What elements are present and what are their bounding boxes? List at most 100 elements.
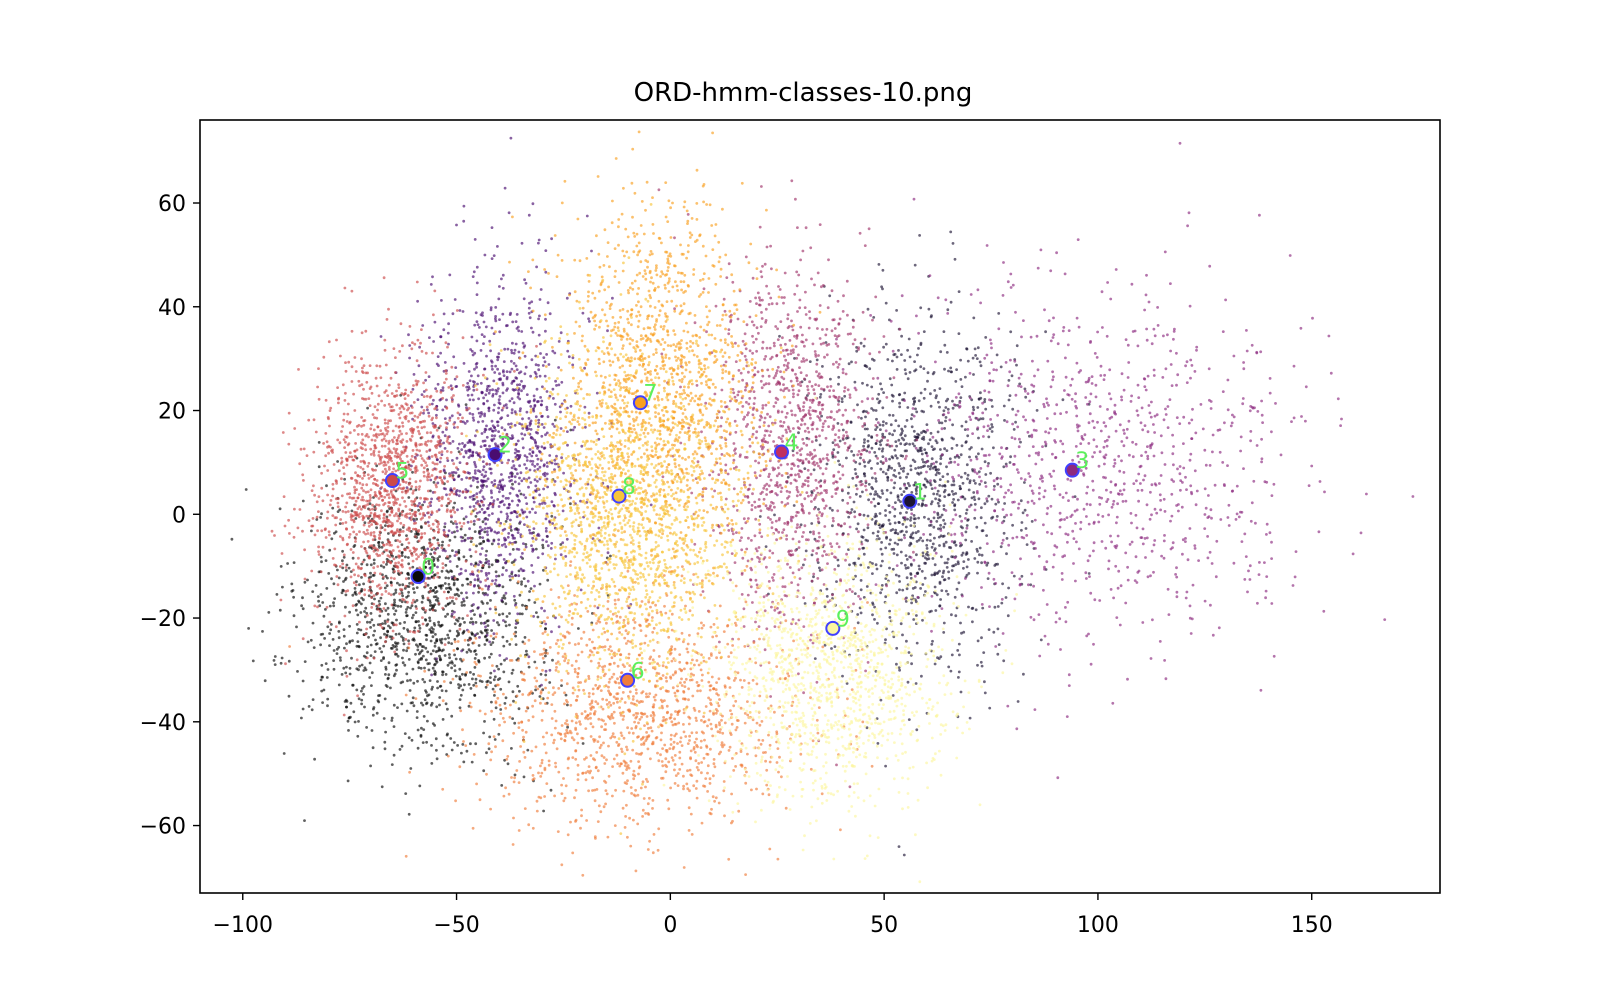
data-point [502, 370, 505, 374]
data-point [949, 366, 953, 370]
data-point [548, 668, 552, 672]
data-point [525, 455, 529, 459]
data-point [454, 550, 458, 554]
data-point [390, 716, 394, 720]
data-point [876, 421, 880, 424]
data-point [1109, 480, 1113, 484]
data-point [1032, 618, 1036, 622]
data-point [504, 696, 508, 700]
data-point [553, 351, 557, 355]
data-point [311, 698, 315, 701]
data-point [428, 616, 431, 620]
data-point [888, 413, 891, 417]
data-point [802, 563, 805, 567]
data-point [813, 657, 817, 660]
data-point [998, 452, 1002, 456]
data-point [546, 415, 550, 419]
data-point [347, 566, 351, 570]
data-point [1087, 421, 1091, 425]
data-point [980, 664, 984, 668]
data-point [1170, 514, 1174, 518]
data-point [443, 361, 447, 364]
data-point [864, 415, 867, 419]
data-point [471, 453, 475, 457]
data-point [481, 460, 485, 463]
data-point [841, 473, 845, 477]
data-point [893, 507, 897, 511]
data-point [911, 442, 915, 446]
data-point [525, 502, 529, 505]
data-point [955, 587, 959, 591]
data-point [506, 515, 510, 518]
data-point [1044, 442, 1048, 446]
data-point [366, 645, 369, 648]
data-point [1039, 638, 1043, 642]
data-point [450, 642, 453, 645]
data-point [891, 433, 894, 437]
data-point [345, 665, 348, 669]
data-point [820, 414, 823, 418]
data-point [945, 449, 949, 452]
data-point [934, 468, 938, 472]
data-point [340, 591, 344, 595]
data-point [485, 354, 488, 358]
data-point [484, 470, 488, 474]
data-point [881, 287, 884, 291]
data-point [1153, 507, 1157, 511]
data-point [1141, 542, 1145, 546]
data-point [1020, 521, 1024, 524]
data-point [1158, 640, 1162, 643]
data-point [1114, 429, 1118, 433]
data-point [503, 484, 506, 488]
data-point [528, 590, 531, 593]
data-point [485, 633, 489, 637]
data-point [1064, 375, 1068, 379]
data-point [1075, 414, 1079, 418]
data-point [1093, 352, 1097, 355]
data-point [817, 507, 820, 511]
data-point [527, 213, 531, 217]
data-point [1189, 484, 1193, 488]
data-point [532, 500, 536, 504]
data-point [510, 570, 514, 574]
data-point [1150, 483, 1154, 487]
data-point [419, 666, 423, 670]
data-point [972, 495, 976, 499]
data-point [903, 516, 907, 519]
data-point [914, 481, 917, 485]
data-point [509, 529, 513, 532]
data-point [860, 400, 864, 403]
data-point [429, 283, 433, 286]
data-point [497, 732, 501, 736]
data-point [995, 515, 999, 518]
data-point [942, 490, 946, 494]
data-point [427, 375, 431, 378]
data-point [934, 497, 937, 501]
data-point [837, 429, 841, 432]
data-point [938, 604, 942, 608]
data-point [522, 297, 526, 301]
data-point [436, 686, 439, 690]
data-point [383, 632, 386, 636]
data-point [1009, 286, 1013, 289]
data-point [1114, 412, 1117, 416]
data-point [478, 525, 482, 529]
data-point [451, 312, 455, 316]
data-point [497, 531, 500, 534]
data-point [977, 497, 981, 501]
data-point [941, 535, 945, 538]
data-point [516, 383, 519, 387]
data-point [588, 320, 591, 323]
data-point [1227, 524, 1231, 527]
data-point [1058, 511, 1062, 515]
data-point [1056, 776, 1060, 780]
data-point [457, 551, 461, 555]
data-point [489, 467, 493, 471]
data-point [1178, 422, 1182, 425]
data-point [422, 715, 426, 718]
data-point [467, 456, 471, 459]
data-point [1074, 392, 1077, 396]
data-point [1049, 385, 1053, 389]
data-point [941, 484, 944, 488]
data-point [517, 707, 521, 711]
